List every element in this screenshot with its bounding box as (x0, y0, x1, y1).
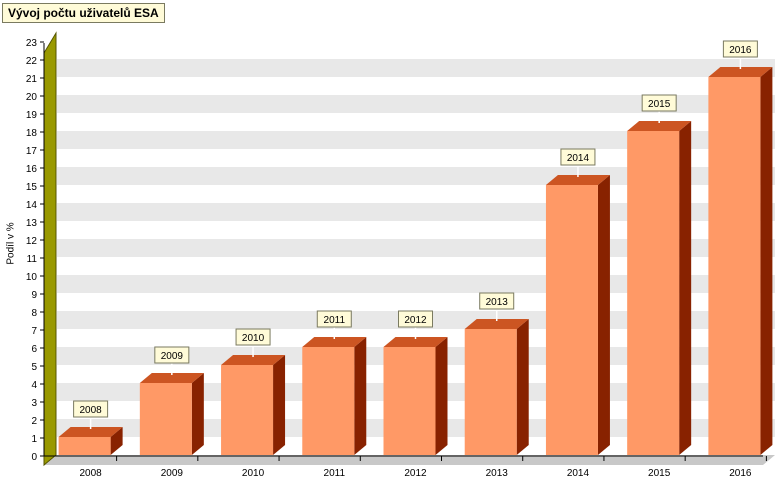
data-label: 2015 (648, 99, 671, 110)
y-tick-label: 22 (26, 56, 38, 67)
y-tick-label: 12 (26, 236, 38, 247)
data-label: 2014 (567, 153, 590, 164)
bar-top (58, 427, 123, 437)
y-tick-label: 11 (27, 254, 38, 265)
data-label: 2009 (161, 351, 184, 362)
x-tick-label: 2011 (324, 468, 346, 479)
y-tick-label: 23 (26, 38, 38, 49)
grid-band (57, 59, 775, 77)
bar-side (191, 373, 204, 455)
grid-band (57, 95, 775, 113)
y-tick-label: 1 (31, 434, 37, 445)
y-tick-label: 0 (31, 452, 37, 463)
y-tick-label: 5 (31, 362, 37, 373)
y-tick-label: 20 (26, 92, 38, 103)
bar (383, 347, 436, 455)
bar (302, 347, 355, 455)
data-label: 2012 (404, 315, 427, 326)
bar-side (760, 67, 773, 455)
data-label: 2016 (729, 45, 752, 56)
bar-top (708, 67, 773, 77)
data-label-box (641, 94, 677, 112)
bar-top (383, 337, 448, 347)
data-label-box (235, 328, 271, 346)
bar-top (545, 175, 610, 185)
y-tick-label: 8 (31, 308, 37, 319)
bar (221, 365, 274, 455)
bar-side (435, 337, 448, 455)
bar-side (110, 427, 123, 455)
y-tick-label: 9 (31, 290, 37, 301)
grid-band (57, 131, 775, 149)
bar-top (139, 373, 204, 383)
y-tick-label: 16 (26, 164, 38, 175)
y-axis-wall (43, 31, 57, 467)
bar (545, 185, 598, 455)
y-tick-label: 19 (26, 110, 38, 121)
data-label: 2013 (486, 297, 509, 308)
data-label-box (73, 400, 109, 418)
bar-side (679, 121, 692, 455)
data-label-box (316, 310, 352, 328)
x-tick-label: 2012 (404, 468, 427, 479)
bar-top (627, 121, 692, 131)
bar-top (464, 319, 529, 329)
bar-side (516, 319, 529, 455)
x-tick-label: 2009 (161, 468, 184, 479)
data-label: 2010 (242, 333, 265, 344)
bar (58, 437, 111, 455)
y-tick-label: 6 (31, 344, 37, 355)
x-tick-label: 2008 (79, 468, 102, 479)
bar (708, 77, 761, 455)
y-tick-label: 21 (26, 74, 38, 85)
data-label-box (722, 40, 758, 58)
data-label-box (479, 292, 515, 310)
y-tick-label: 10 (26, 272, 38, 283)
data-label: 2008 (79, 405, 102, 416)
bar-side (597, 175, 610, 455)
y-tick-label: 18 (26, 128, 38, 139)
bar-side (273, 355, 286, 455)
y-tick-label: 3 (31, 398, 37, 409)
y-tick-label: 13 (26, 218, 38, 229)
bar-top (302, 337, 367, 347)
data-label: 2011 (324, 315, 346, 326)
y-tick-label: 15 (26, 182, 38, 193)
y-tick-label: 14 (26, 200, 38, 211)
x-tick-label: 2014 (567, 468, 590, 479)
bar (464, 329, 517, 455)
data-label-box (398, 310, 433, 328)
y-tick-label: 17 (26, 146, 38, 157)
x-tick-label: 2013 (486, 468, 509, 479)
x-tick-label: 2010 (242, 468, 265, 479)
data-label-box (154, 346, 190, 364)
data-label-box (560, 148, 596, 166)
chart-title: Vývoj počtu uživatelů ESA (2, 3, 165, 23)
bar-side (354, 337, 367, 455)
bar-top (221, 355, 286, 365)
floor (45, 455, 775, 465)
y-tick-label: 2 (31, 416, 37, 427)
y-tick-label: 7 (31, 326, 37, 337)
bar (139, 383, 192, 455)
y-tick-label: 4 (31, 380, 37, 391)
bar (627, 131, 680, 455)
x-tick-label: 2015 (648, 468, 671, 479)
x-tick-label: 2016 (729, 468, 752, 479)
